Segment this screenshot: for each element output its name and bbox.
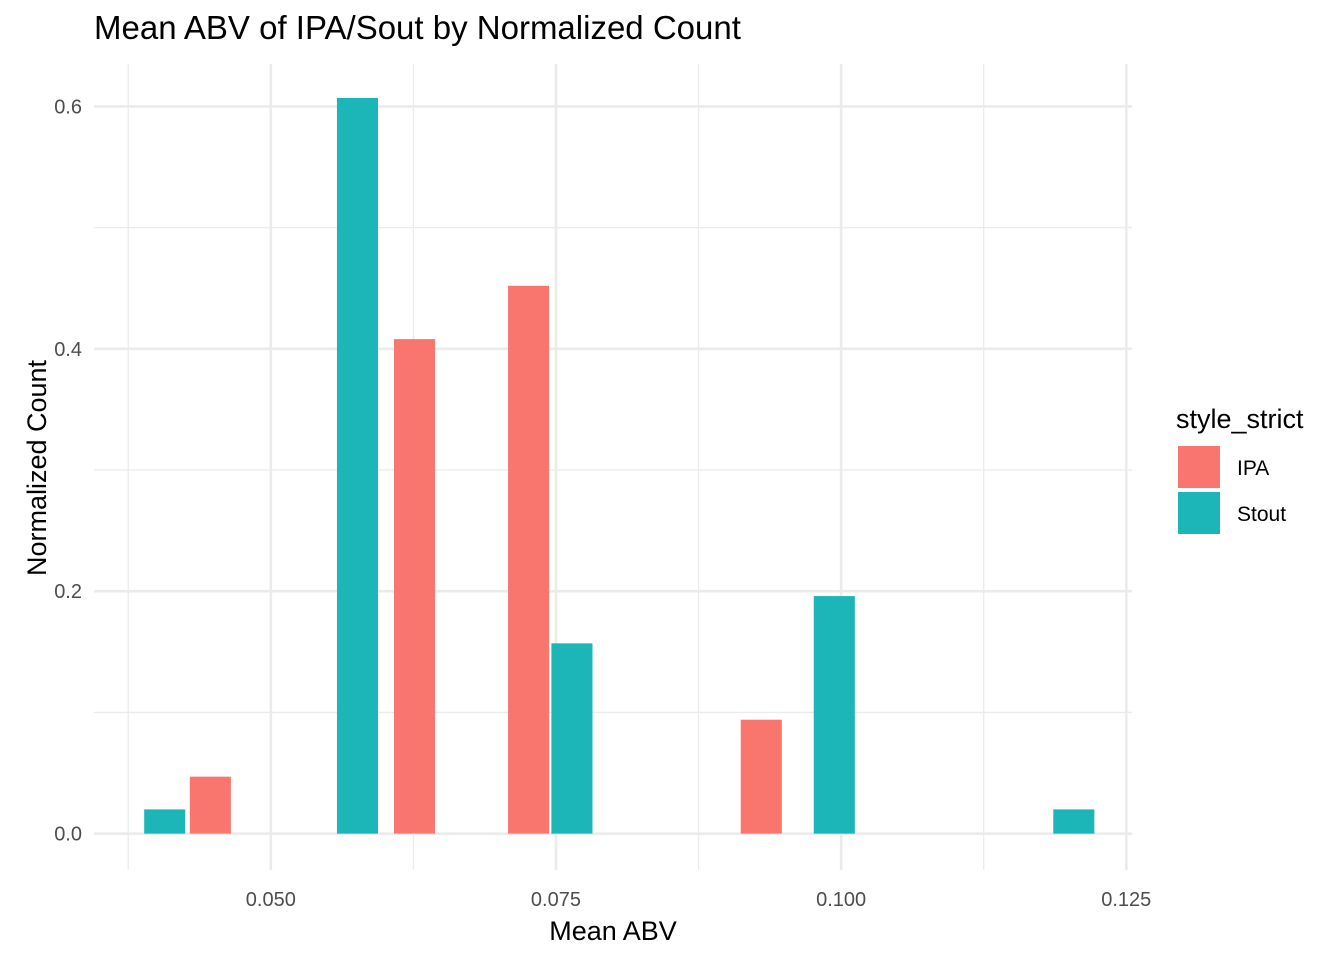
legend: style_strict IPA Stout	[1176, 404, 1304, 534]
legend-swatch-ipa	[1178, 446, 1220, 488]
bar-ipa-0	[189, 776, 231, 834]
y-tick-label: 0.0	[54, 824, 82, 846]
bar-stout-4	[1053, 809, 1095, 834]
chart-title: Mean ABV of IPA/Sout by Normalized Count	[94, 9, 741, 46]
bars-layer	[144, 97, 1095, 834]
legend-swatch-stout	[1178, 492, 1220, 534]
y-tick-label: 0.6	[54, 96, 82, 118]
bar-ipa-1	[393, 339, 436, 834]
bar-stout-2	[551, 643, 593, 834]
bar-stout-3	[813, 596, 855, 834]
y-tick-label: 0.2	[54, 581, 82, 603]
bar-stout-0	[144, 809, 186, 834]
x-tick-label: 0.075	[531, 889, 581, 911]
ticks-layer: 0.050 0.075 0.100 0.125 0.0 0.2 0.4 0.6	[54, 96, 1151, 911]
x-tick-label: 0.125	[1101, 889, 1151, 911]
y-tick-label: 0.4	[54, 339, 82, 361]
legend-entries: IPA Stout	[1178, 446, 1286, 534]
legend-label-ipa: IPA	[1237, 457, 1269, 480]
x-tick-label: 0.100	[816, 889, 866, 911]
x-axis-title: Mean ABV	[549, 916, 677, 946]
legend-label-stout: Stout	[1237, 503, 1286, 526]
bar-stout-1	[336, 97, 379, 834]
x-tick-label: 0.050	[246, 889, 296, 911]
grid-layer	[94, 64, 1132, 870]
bar-ipa-2	[508, 285, 550, 834]
bar-ipa-3	[740, 719, 782, 834]
y-axis-title: Normalized Count	[22, 359, 52, 576]
legend-title: style_strict	[1176, 404, 1304, 434]
